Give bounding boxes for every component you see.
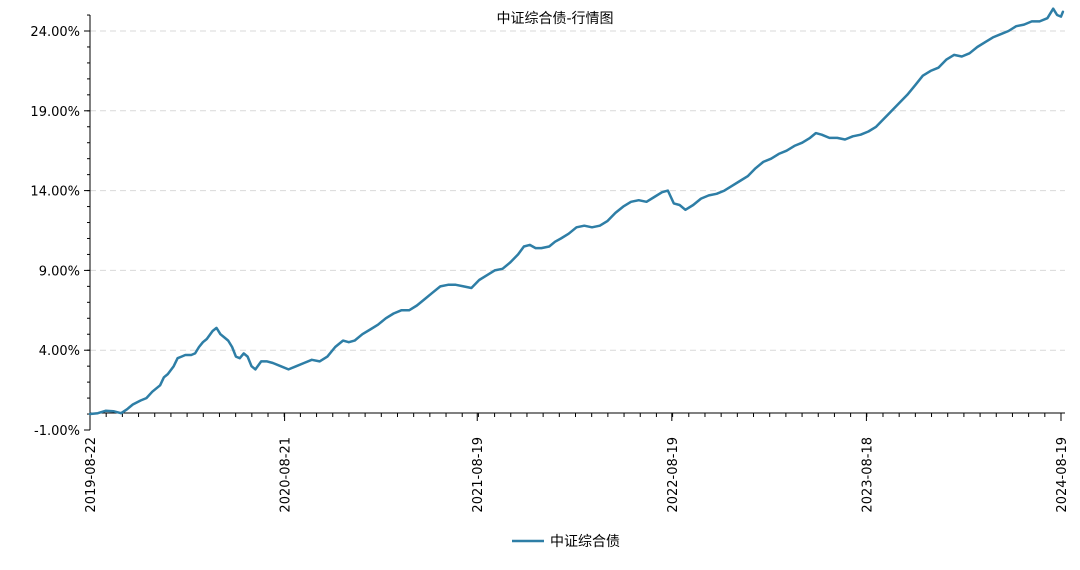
x-tick-label: 2021-08-19 [471,437,486,513]
x-tick-label: 2020-08-21 [279,437,294,513]
y-tick-label: 9.00% [39,264,80,279]
gridlines [90,30,1065,351]
y-tick-label: 4.00% [39,344,80,359]
x-tick-label: 2022-08-19 [666,437,681,513]
x-tick-label: 2019-08-22 [84,437,99,513]
series-layer [88,7,1065,416]
x-tick-label: 2024-08-19 [1055,437,1070,513]
x-axis: 2019-08-22 2020-08-21 2021-08-19 2022-08-19… [84,412,1070,513]
y-tick-label: 19.00% [30,105,80,120]
x-tick-label: 2023-08-18 [860,437,875,513]
chart-title: 中证综合债-行情图 [496,11,613,27]
y-tick-label: 14.00% [30,185,80,200]
legend: 中证综合债 [512,534,620,550]
y-axis: -1.00% 4.00% 9.00% 14.00% 19.00% 24.00% [30,14,91,439]
y-tick-label: 24.00% [30,25,80,40]
legend-label: 中证综合债 [550,534,620,550]
series-line [88,7,1065,416]
y-tick-label: -1.00% [34,424,80,439]
